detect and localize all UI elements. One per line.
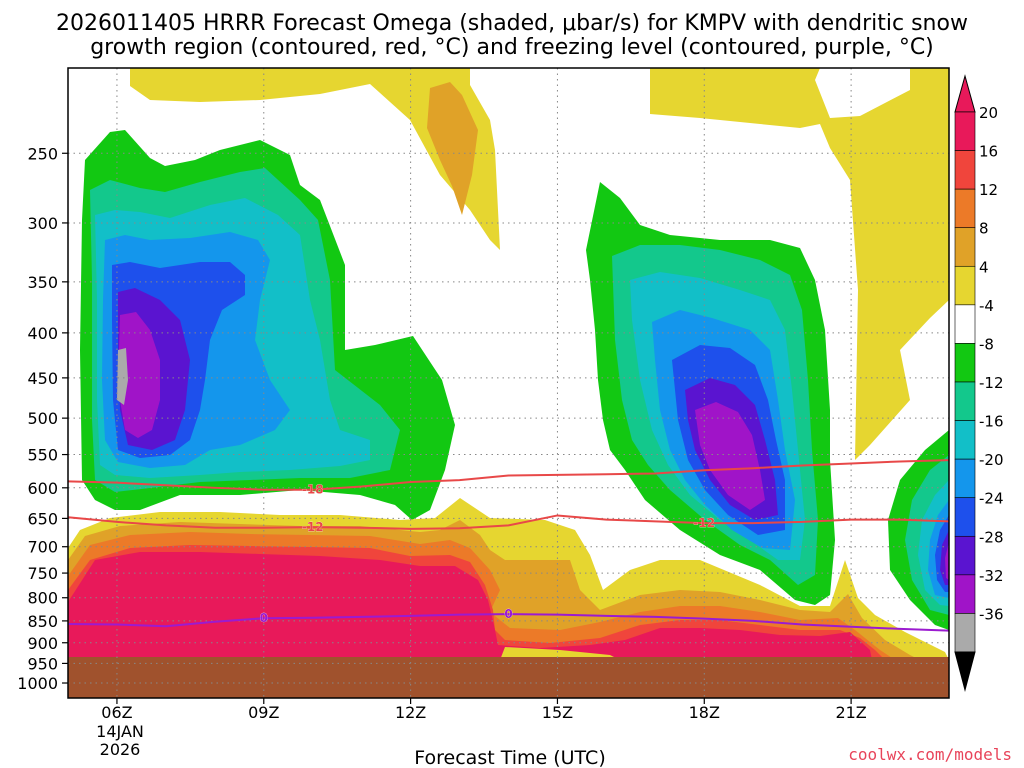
colorbar-top-arrow <box>954 74 976 113</box>
contour-label-2-1: 0 <box>504 607 512 621</box>
colorbar-label-12: 12 <box>979 181 998 199</box>
y-tick-label-450: 450 <box>27 369 58 388</box>
x-tick-label-15Z: 15Z <box>542 703 573 722</box>
colorbar-label-16: 16 <box>979 143 998 161</box>
y-tick-label-850: 850 <box>27 612 58 631</box>
colorbar-bottom-arrow <box>954 651 976 692</box>
colorbar-swatch-3 <box>954 227 976 267</box>
grid-lines <box>68 68 949 698</box>
y-tick-label-750: 750 <box>27 564 58 583</box>
colorbar-swatch-1 <box>954 150 976 190</box>
y-tick-label-350: 350 <box>27 273 58 292</box>
x-tick-label-09Z: 09Z <box>248 703 279 722</box>
contour-label-1-0: -12 <box>302 520 324 534</box>
colorbar-swatch-2 <box>954 188 976 229</box>
y-tick-label-650: 650 <box>27 509 58 528</box>
colorbar-swatch-10 <box>954 497 976 537</box>
contour-label-0-0: -18 <box>302 483 324 497</box>
y-tick-label-700: 700 <box>27 538 58 557</box>
omega-shade-top-left-8 <box>427 82 478 215</box>
y-tick-label-1000: 1000 <box>17 674 58 693</box>
colorbar-label--36: -36 <box>979 605 1004 623</box>
omega-shade-farright-m28 <box>945 542 949 580</box>
plot-frame <box>67 67 950 699</box>
y-tick-label-500: 500 <box>27 409 58 428</box>
colorbar-swatch-8 <box>954 420 976 460</box>
y-tick-label-800: 800 <box>27 589 58 608</box>
omega-shade-left-m32 <box>117 348 128 405</box>
colorbar-swatch-11 <box>954 535 976 576</box>
contour-labels: -18 -12 -12 0 0 <box>259 483 715 626</box>
colorbar-label-8: 8 <box>979 220 989 238</box>
colorbar-swatch-4 <box>954 265 976 306</box>
y-tick-label-900: 900 <box>27 634 58 653</box>
colorbar-label--12: -12 <box>979 374 1004 392</box>
colorbar-label--32: -32 <box>979 567 1004 585</box>
colorbar-swatch-12 <box>954 574 976 614</box>
y-tick-label-400: 400 <box>27 324 58 343</box>
omega-shade-left-m28 <box>119 312 160 438</box>
colorbar-label--24: -24 <box>979 490 1004 508</box>
y-tick-label-950: 950 <box>27 654 58 673</box>
contour-line-0 <box>68 459 949 491</box>
y-tick-label-550: 550 <box>27 446 58 465</box>
date-label-year: 2026 <box>100 740 141 759</box>
x-tick-label-21Z: 21Z <box>835 703 866 722</box>
colorbar-label--16: -16 <box>979 413 1004 431</box>
contour-label-1-1: -12 <box>693 516 715 530</box>
x-tick-label-12Z: 12Z <box>395 703 426 722</box>
contour-line-1 <box>68 514 949 530</box>
colorbar-swatch-6 <box>954 343 976 383</box>
colorbar-label--28: -28 <box>979 528 1004 546</box>
colorbar-label--8: -8 <box>979 335 994 353</box>
colorbar-swatch-7 <box>954 381 976 421</box>
y-tick-label-600: 600 <box>27 479 58 498</box>
colorbar-label--4: -4 <box>979 297 994 315</box>
x-tick-label-18Z: 18Z <box>689 703 720 722</box>
colorbar-label-4: 4 <box>979 258 989 276</box>
omega-shade-top-left-4 <box>130 68 500 250</box>
x-axis-title: Forecast Time (UTC) <box>414 747 605 768</box>
colorbar-swatch-0 <box>954 111 976 151</box>
colorbar-swatch-13 <box>954 613 976 653</box>
omega-shade-right-m28 <box>695 402 765 510</box>
y-tick-label-250: 250 <box>27 144 58 163</box>
colorbar-label--20: -20 <box>979 451 1004 469</box>
credit-text: coolwx.com/models <box>848 745 1012 764</box>
contour-label-2-0: 0 <box>260 611 268 625</box>
x-axis: 06Z 09Z 12Z 15Z 18Z 21Z <box>101 698 867 722</box>
chart-title-line2: growth region (contoured, red, °C) and f… <box>90 35 934 60</box>
omega-shade-low-gap <box>500 647 620 660</box>
y-tick-label-300: 300 <box>27 214 58 233</box>
x-tick-label-06Z: 06Z <box>101 703 132 722</box>
y-axis: 250 300 350 400 450 500 550 600 650 700 750 800 850 9… <box>17 144 68 693</box>
colorbar-label-20: 20 <box>979 104 998 122</box>
omega-shade-top-right-4 <box>650 68 949 460</box>
date-label-day: 14JAN <box>96 722 144 741</box>
contour-line-2 <box>68 613 949 632</box>
colorbar-swatch-9 <box>954 458 976 499</box>
colorbar-swatch-5 <box>954 304 976 344</box>
temperature-contours <box>68 459 949 632</box>
omega-shade-low-20 <box>68 552 872 660</box>
chart-title-line1: 2026011405 HRRR Forecast Omega (shaded, … <box>56 11 968 36</box>
colorbar: 20 16 12 8 4 -4 -8 -12 -16 -20 -24 -28 -32 -36 <box>954 74 1004 692</box>
